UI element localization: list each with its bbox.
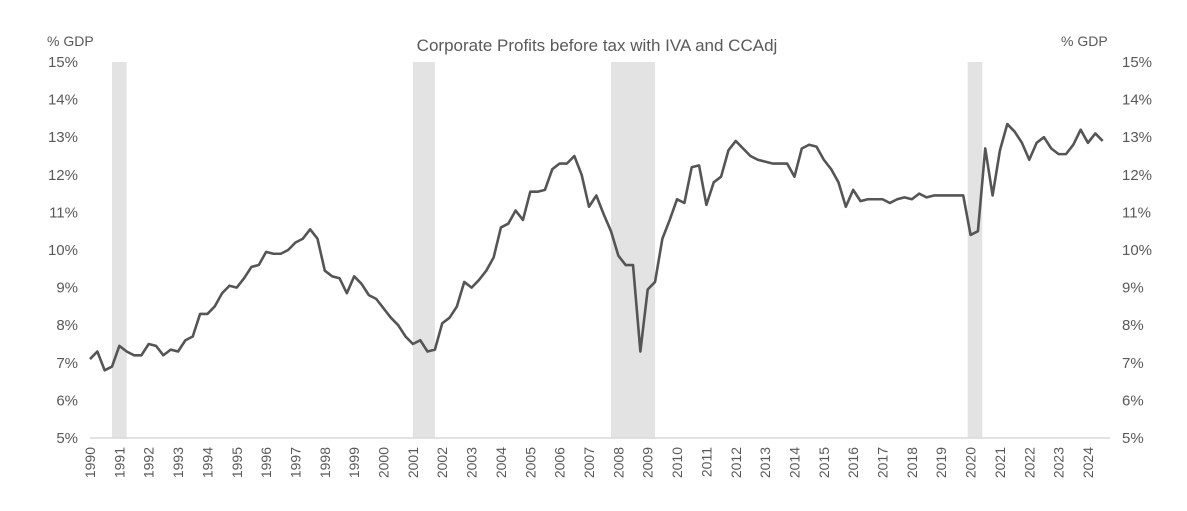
recession-band-1 xyxy=(112,62,127,438)
y-tick-left-label: 8% xyxy=(56,317,78,334)
x-tick-label: 2013 xyxy=(757,447,773,478)
y-tick-right-label: 15% xyxy=(1122,54,1152,71)
y-axis-right: 5% 6% 7% 8% 9% 10% 11% 12% 13% 14% 15% xyxy=(1122,54,1152,447)
x-tick-label: 2002 xyxy=(434,447,450,478)
x-tick-label: 1999 xyxy=(346,447,362,478)
x-tick-label: 2023 xyxy=(1051,447,1067,478)
x-tick-label: 2000 xyxy=(376,447,392,478)
x-tick-label: 2022 xyxy=(1021,447,1037,478)
y-tick-left-label: 7% xyxy=(56,355,78,372)
x-tick-label: 1997 xyxy=(287,447,303,478)
x-tick-label: 2024 xyxy=(1080,447,1096,478)
x-tick-label: 2012 xyxy=(728,447,744,478)
x-tick-label: 1990 xyxy=(82,447,98,478)
chart-title: Corporate Profits before tax with IVA an… xyxy=(417,36,778,55)
y-axis-left-label: % GDP xyxy=(47,33,94,49)
x-tick-label: 2014 xyxy=(786,447,802,478)
y-tick-left-label: 10% xyxy=(48,242,78,259)
recession-band-4 xyxy=(967,62,983,438)
y-tick-right-label: 12% xyxy=(1122,167,1152,184)
y-tick-right-label: 5% xyxy=(1122,430,1144,447)
y-tick-right-label: 9% xyxy=(1122,280,1144,297)
recession-band-2 xyxy=(412,62,435,438)
x-tick-label: 2018 xyxy=(904,447,920,478)
y-axis-right-label: % GDP xyxy=(1061,33,1108,49)
y-tick-right-label: 14% xyxy=(1122,92,1152,109)
y-tick-left-label: 11% xyxy=(49,204,78,221)
y-tick-right-label: 7% xyxy=(1122,355,1144,372)
x-tick-label: 1993 xyxy=(170,447,186,478)
x-tick-label: 2015 xyxy=(816,447,832,478)
x-tick-label: 2001 xyxy=(405,447,421,478)
y-tick-right-label: 6% xyxy=(1122,392,1144,409)
recession-band-3 xyxy=(611,62,656,438)
x-tick-label: 1992 xyxy=(141,447,157,478)
y-tick-left-label: 9% xyxy=(56,280,78,297)
y-tick-left-label: 14% xyxy=(48,92,78,109)
x-tick-label: 2007 xyxy=(581,447,597,478)
y-tick-right-label: 13% xyxy=(1122,129,1152,146)
x-axis: 1990 1991 1992 1993 1994 1995 1996 1997 1998 1999… xyxy=(82,447,1096,478)
x-tick-label: 2020 xyxy=(963,447,979,478)
y-tick-left-label: 15% xyxy=(48,54,78,71)
x-tick-label: 2016 xyxy=(845,447,861,478)
x-tick-label: 2021 xyxy=(992,447,1008,478)
y-tick-right-label: 11% xyxy=(1122,204,1151,221)
x-tick-label: 2017 xyxy=(875,447,891,478)
x-tick-label: 2006 xyxy=(552,447,568,478)
x-tick-label: 1998 xyxy=(317,447,333,478)
x-tick-label: 2004 xyxy=(493,447,509,478)
x-tick-label: 2005 xyxy=(522,447,538,478)
y-tick-left-label: 12% xyxy=(48,167,78,184)
x-tick-label: 2019 xyxy=(933,447,949,478)
y-tick-right-label: 10% xyxy=(1122,242,1152,259)
y-tick-left-label: 5% xyxy=(56,430,78,447)
x-tick-label: 1991 xyxy=(111,447,127,478)
x-tick-label: 2008 xyxy=(610,447,626,478)
x-tick-label: 1995 xyxy=(229,447,245,478)
x-tick-label: 2003 xyxy=(464,447,480,478)
x-tick-label: 2011 xyxy=(698,447,714,477)
x-tick-label: 1994 xyxy=(199,447,215,478)
series-line-corporate-profits xyxy=(89,122,1104,372)
y-tick-right-label: 8% xyxy=(1122,317,1144,334)
y-tick-left-label: 13% xyxy=(48,129,78,146)
x-tick-label: 2009 xyxy=(640,447,656,478)
y-tick-left-label: 6% xyxy=(56,392,78,409)
x-tick-label: 2010 xyxy=(669,447,685,478)
x-tick-label: 1996 xyxy=(258,447,274,478)
y-axis-left: 5% 6% 7% 8% 9% 10% 11% 12% 13% 14% 15% xyxy=(48,54,78,447)
recession-bands xyxy=(112,62,983,438)
